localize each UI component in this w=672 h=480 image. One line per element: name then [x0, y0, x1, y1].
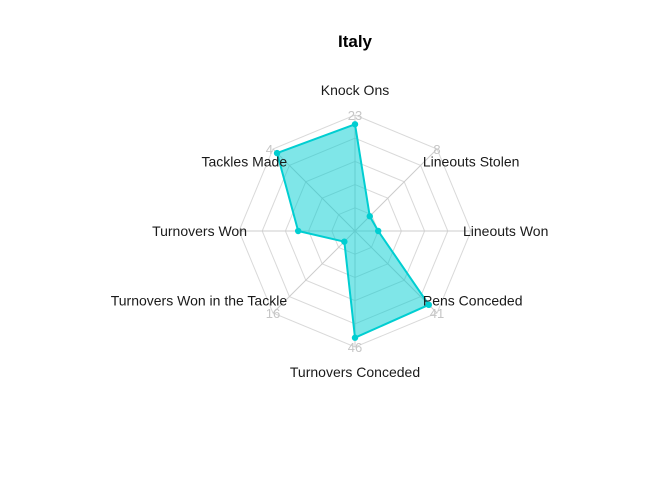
- axis-label: Turnovers Won: [152, 223, 247, 239]
- axis-max-label: 41: [430, 306, 444, 321]
- axis-max-label: 16: [266, 306, 280, 321]
- axis-label: Lineouts Stolen: [423, 154, 520, 170]
- data-point: [341, 238, 348, 245]
- chart-title: Italy: [338, 32, 373, 51]
- axis-label: Pens Conceded: [423, 292, 523, 308]
- data-point: [351, 334, 359, 341]
- data-point: [294, 227, 302, 235]
- data-point: [273, 149, 281, 157]
- axis-max-label: 8: [433, 142, 440, 157]
- axis-spoke: [272, 230, 356, 314]
- data-point: [351, 121, 359, 128]
- axis-labels: Knock Ons Lineouts Stolen Lineouts Won Pens…: [111, 82, 549, 380]
- axis-label: Turnovers Conceded: [290, 364, 420, 380]
- series-layer: [273, 121, 433, 341]
- axis-max-label: 23: [348, 108, 362, 123]
- axis-label: Tackles Made: [202, 154, 288, 170]
- data-point: [425, 301, 433, 309]
- axis-label: Turnovers Won in the Tackle: [111, 292, 288, 308]
- axis-label: Lineouts Won: [463, 223, 548, 239]
- axis-max-label: 46: [348, 340, 362, 355]
- data-point: [366, 213, 373, 220]
- axis-label: Knock Ons: [321, 82, 389, 98]
- data-point: [375, 227, 382, 235]
